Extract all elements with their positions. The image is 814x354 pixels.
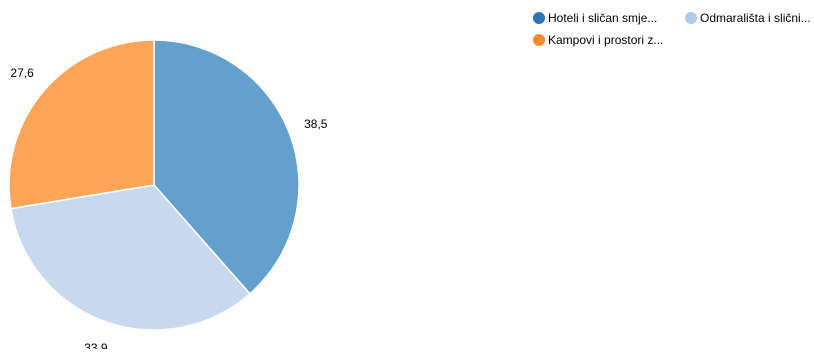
legend-label-2: Odmarališta i slični... [700, 11, 811, 25]
pie-slices [8, 39, 300, 331]
legend-swatch-1 [533, 12, 545, 24]
slice-value-label-3: 27,6 [10, 66, 34, 80]
legend-item-3[interactable]: Kampovi i prostori z... [533, 33, 663, 47]
legend-swatch-3 [533, 34, 545, 46]
slice-value-label-2: 33,9 [84, 341, 108, 349]
legend-item-1[interactable]: Hoteli i sličan smje... [533, 11, 657, 25]
slice-value-label-1: 38,5 [304, 117, 328, 131]
legend-label-3: Kampovi i prostori z... [548, 33, 663, 47]
legend: Hoteli i sličan smje... Odmarališta i sli… [533, 11, 811, 47]
legend-item-2[interactable]: Odmarališta i slični... [685, 11, 811, 25]
legend-label-1: Hoteli i sličan smje... [548, 11, 657, 25]
pie-slice-2[interactable] [10, 184, 251, 331]
pie-slice-3[interactable] [8, 39, 155, 210]
pie-slice-1[interactable] [153, 39, 300, 295]
legend-swatch-2 [685, 12, 697, 24]
